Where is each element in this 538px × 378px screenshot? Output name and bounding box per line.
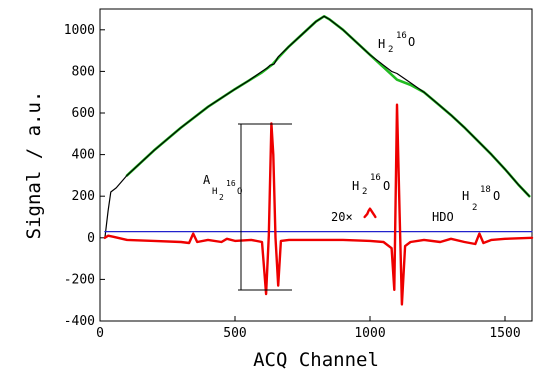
h216o-top-sub: 2 [388, 45, 393, 55]
h216o-top-o: O [408, 35, 415, 49]
annotation-amplitude: A H 2 16 O [203, 173, 242, 202]
series-residual [103, 103, 534, 306]
h218o-sup: 18 [480, 185, 491, 195]
annotation-h218o: H 2 18 O [462, 185, 500, 213]
series-fit [125, 14, 531, 198]
amplitude-marker [238, 123, 292, 291]
h218o-o: O [493, 189, 500, 203]
series-measured-signal [104, 15, 530, 239]
amplitude-sub-2: 2 [219, 193, 224, 202]
y-tick-label: 200 [72, 189, 95, 204]
amplitude-sub-16: 16 [226, 179, 236, 188]
h216o-top-sup: 16 [396, 31, 407, 41]
axis-ticks: 0 500 1000 1500 -400 -200 0 200 400 600 800 1000 [64, 23, 521, 341]
h218o-sub: 2 [472, 203, 477, 213]
x-axis-label: ACQ Channel [253, 349, 379, 371]
h216o-mid-h: H [352, 179, 359, 193]
x-tick-label: 0 [96, 326, 104, 341]
amplitude-sub-h: H [212, 187, 217, 197]
h216o-mid-sup: 16 [370, 173, 381, 183]
y-tick-label: 800 [72, 64, 95, 79]
series-layer [103, 14, 534, 306]
h216o-mid-sub: 2 [362, 187, 367, 197]
amplitude-a: A [203, 173, 211, 187]
x-tick-label: 1000 [354, 326, 385, 341]
y-tick-label: -200 [64, 272, 95, 287]
annotation-zoom-factor: 20× [331, 210, 353, 224]
amplitude-sub-o: O [237, 187, 242, 197]
y-tick-label: 600 [72, 106, 95, 121]
annotation-hdo: HDO [432, 210, 454, 224]
h216o-top-h: H [378, 37, 385, 51]
x-tick-label: 1500 [489, 326, 520, 341]
plot-frame [99, 8, 533, 322]
series-inset-20x [363, 207, 377, 219]
y-axis-label: Signal / a.u. [23, 91, 45, 240]
y-tick-label: -400 [64, 314, 95, 329]
annotation-h216o-mid: H 2 16 O [352, 173, 390, 197]
annotation-h216o-top: H 2 16 O [378, 31, 415, 55]
h216o-mid-o: O [383, 179, 390, 193]
h218o-h: H [462, 189, 469, 203]
y-tick-label: 400 [72, 148, 95, 163]
x-tick-label: 500 [223, 326, 246, 341]
y-tick-label: 1000 [64, 23, 95, 38]
y-tick-label: 0 [87, 231, 95, 246]
